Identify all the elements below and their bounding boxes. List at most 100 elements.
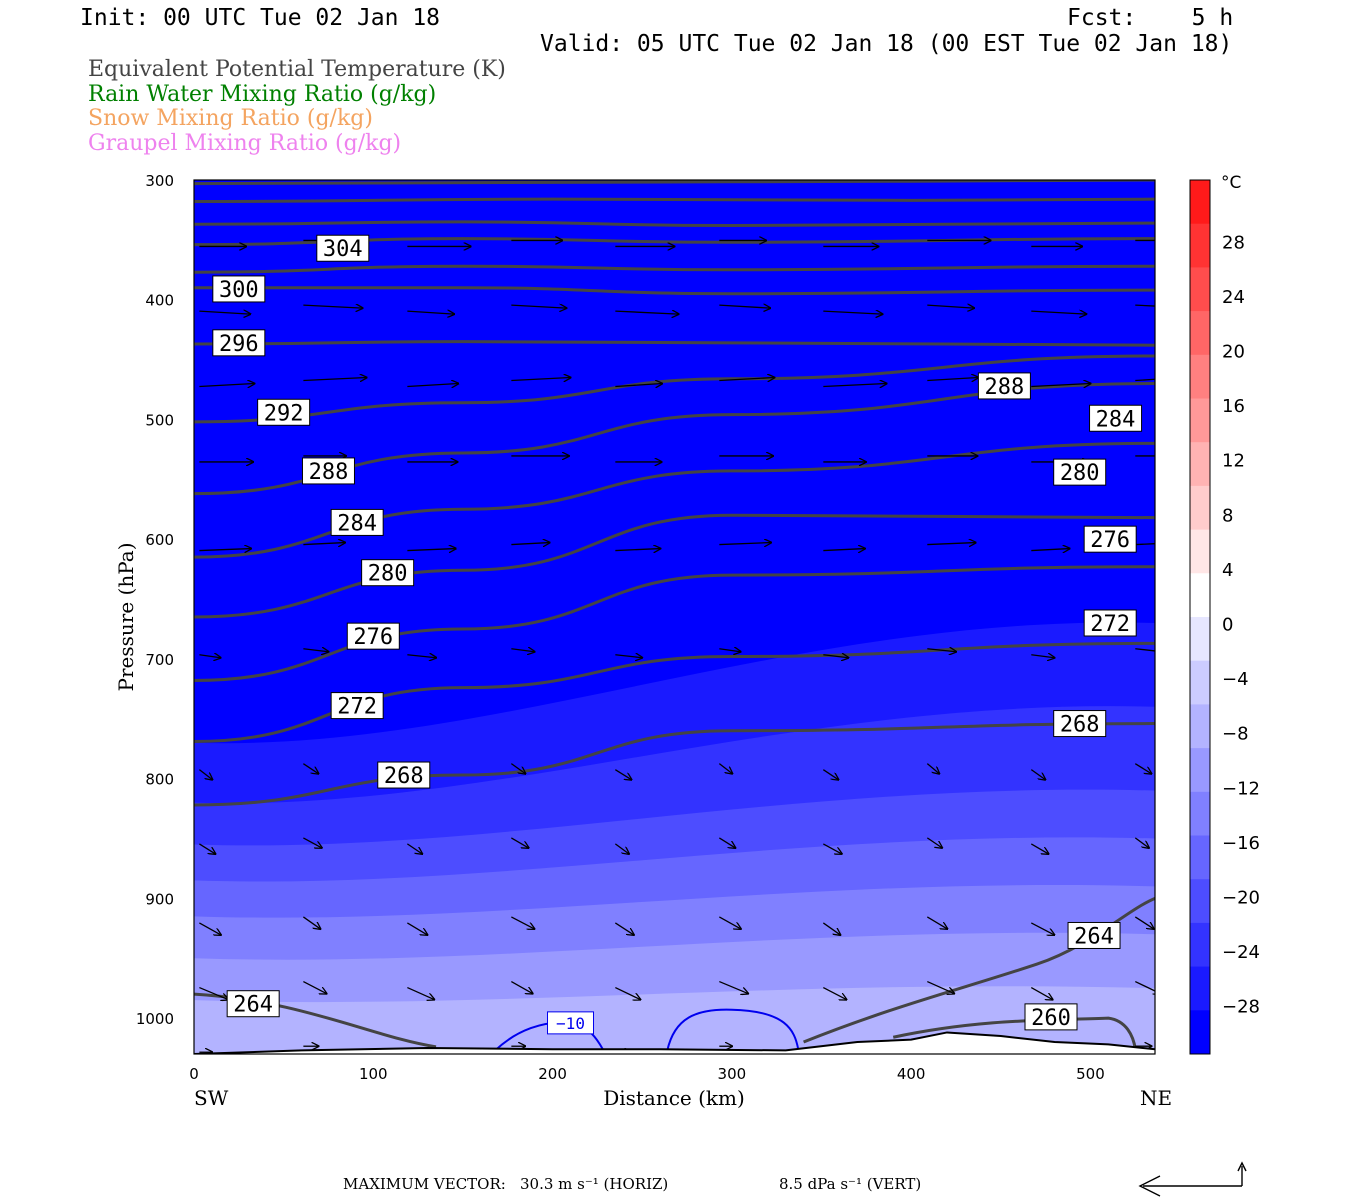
colorbar-swatch [1190,267,1210,312]
theta-e-contour [194,340,1155,347]
colorbar-label: −8 [1222,724,1249,745]
colorbar-swatch [1190,922,1210,968]
colorbar-label: 20 [1222,341,1245,362]
contour-label-box [316,234,370,262]
contour-label-box [346,622,400,650]
wind-vector [719,649,740,652]
wind-vector [1134,916,1154,929]
wind-vector [303,378,366,381]
contour-label: 272 [337,695,377,720]
colorbar-label: −4 [1222,669,1249,690]
contour-label: 288 [309,460,349,485]
legend-snow: Snow Mixing Ratio (g/kg) [88,106,373,131]
contour-label: 284 [1096,407,1136,432]
wind-vector [615,986,640,1000]
wind-vector [614,843,629,854]
wind-vector [1031,549,1069,551]
contour-label-box [361,559,415,587]
ne-label: NE [1140,1086,1172,1110]
wind-vector [927,649,956,652]
init-time: Init: 00 UTC Tue 02 Jan 18 [80,5,441,31]
colorbar-swatch [1190,617,1210,662]
terrain [194,1031,1155,1054]
colorbar: 28 24 20 16 12 8 4 0 −4 −8 −12 −16 −20 −24 −28 [1189,179,1260,1055]
theta-e-contour [194,220,1155,227]
colorbar-swatch [1190,660,1210,705]
contour-label-box [1067,921,1121,949]
contour-label-box [257,398,311,426]
theta-e-contour [194,513,1155,619]
wind-vector [1030,769,1045,780]
colorbar-swatch [1190,966,1210,1011]
contour-label-box [1083,609,1137,637]
contour-labels: 304 300 296 292 288 284 280 276 272 268 264 288 284 2… [212,234,1143,1035]
wind-vector [927,980,954,994]
contour-label-box [212,329,266,357]
colorbar-label: 28 [1222,232,1245,253]
wind-vector [511,378,570,381]
wind-vector [407,655,436,658]
contour-label: 272 [1090,612,1130,637]
colorbar-swatch [1190,879,1210,924]
wind-vector [303,649,328,652]
legend-rain-water: Rain Water Mixing Ratio (g/kg) [88,82,437,107]
wind-vector [1031,655,1054,658]
wind-vector [1135,649,1155,652]
wind-vector [198,769,212,780]
contour-label: 304 [323,237,363,262]
theta-e-contour [803,896,1155,1044]
wind-vector [718,763,732,774]
wind-vector [823,986,846,1000]
wind-vector [927,305,974,308]
y-tick-label: 900 [145,890,174,908]
x-tick-label: 500 [1076,1065,1105,1083]
colorbar-unit: °C [1221,173,1241,193]
forecast-hour: Fcst: 5 h [1067,5,1234,31]
colorbar-swatch [1190,180,1210,225]
contour-label-box [301,457,355,485]
y-tick-label: 1000 [136,1010,174,1028]
wind-vector [407,384,458,387]
wind-vector [199,986,228,1000]
colorbar-swatch [1190,354,1210,399]
wind-vector [199,922,221,935]
contour-label: 284 [337,511,377,536]
wind-vector [407,311,454,314]
sw-label: SW [194,1086,229,1110]
wind-vector [615,655,642,658]
wind-vector [407,922,427,935]
wind-vector [511,305,566,308]
wind-vector [199,843,215,854]
colorbar-swatch [1190,1010,1210,1055]
max-vector-label: MAXIMUM VECTOR: [343,1175,506,1193]
contour-label-box [377,761,431,789]
wind-vector [718,837,735,848]
wind-vector [407,986,434,1000]
theta-e-contour [194,722,1155,807]
colorbar-label: −16 [1222,833,1260,854]
wind-vector [302,916,320,929]
x-tick-label: 300 [718,1065,747,1083]
wind-vector [823,384,886,387]
colorbar-label: −12 [1222,778,1260,799]
x-tick-label: 100 [359,1065,388,1083]
contour-label: 292 [264,401,304,426]
wind-vector [1030,922,1054,935]
wind-vector [822,922,840,935]
wind-vector [303,980,326,994]
wind-vector [303,305,362,308]
colorbar-label: 8 [1222,505,1233,526]
legend-theta-e: Equivalent Potential Temperature (K) [88,57,506,82]
colorbar-label: 4 [1222,560,1233,581]
colorbar-label: −28 [1222,997,1260,1018]
contour-label: 268 [384,764,424,789]
wind-vector [615,549,660,551]
wind-vector [511,543,549,545]
wind-vector [719,543,771,545]
wind-vector [1134,763,1151,774]
colorbar-swatch [1190,442,1210,487]
wind-vector [719,305,770,308]
wind-vector [926,916,947,929]
wind-vector [1134,980,1155,994]
